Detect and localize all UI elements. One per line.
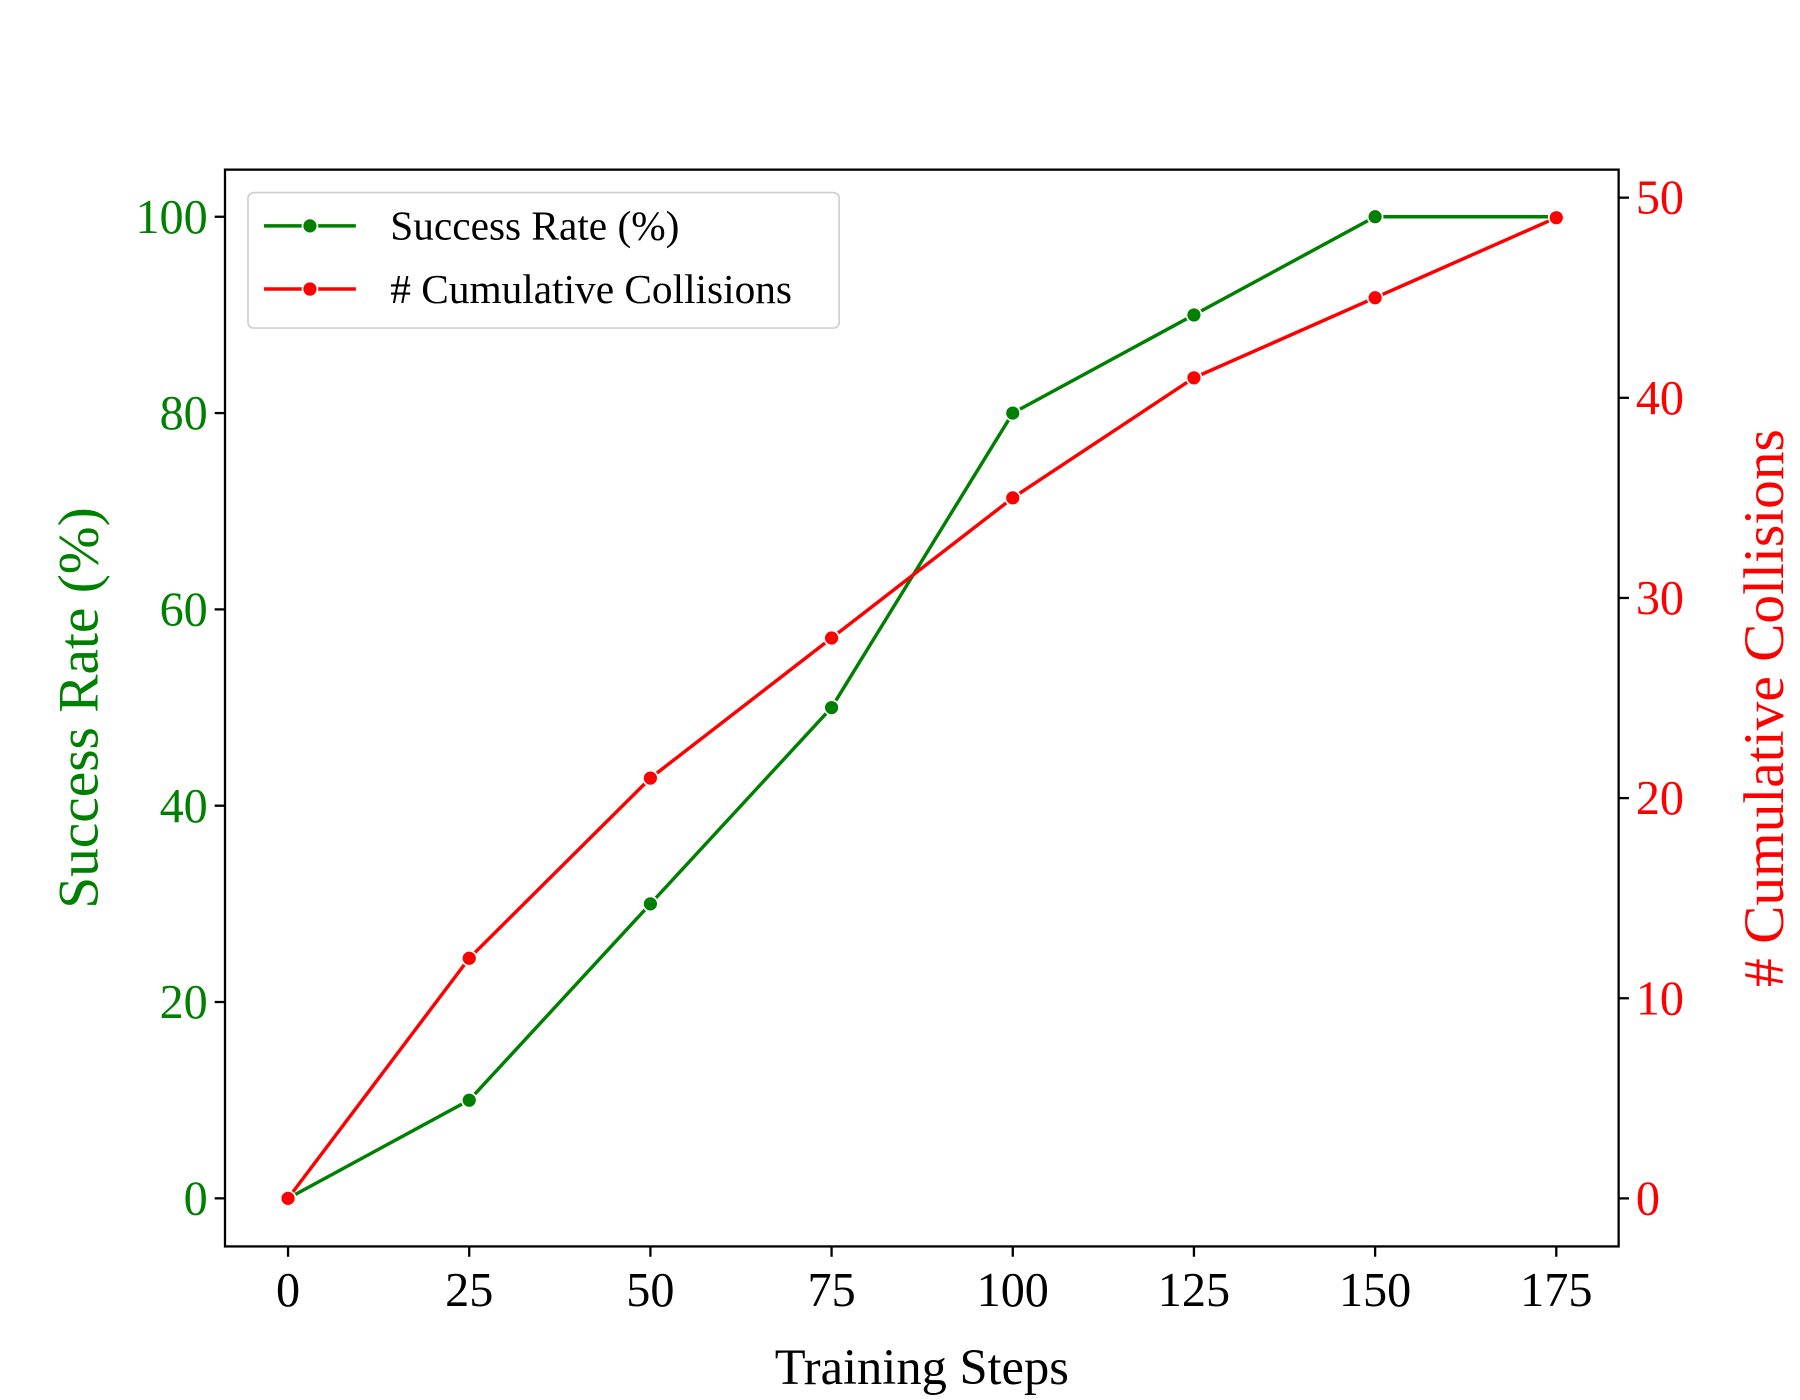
data-point bbox=[1547, 209, 1565, 227]
data-point bbox=[1004, 404, 1022, 422]
x-tick-label: 175 bbox=[1520, 1264, 1592, 1317]
data-point bbox=[642, 769, 659, 787]
y-tick-label-right: 0 bbox=[1636, 1172, 1660, 1225]
data-point bbox=[1185, 306, 1203, 324]
x-tick-label: 100 bbox=[977, 1264, 1049, 1317]
data-point bbox=[1185, 369, 1203, 387]
legend-marker bbox=[301, 280, 319, 298]
legend-label: Success Rate (%) bbox=[390, 203, 679, 250]
plot-area: 0 25 50 75 100 125 150 175 0 20 40 60 80 100 0 10 20 30 40… bbox=[135, 168, 1684, 1317]
x-axis-label: Training Steps bbox=[775, 1339, 1069, 1395]
data-point bbox=[279, 1190, 297, 1207]
x-tick-label: 75 bbox=[807, 1264, 855, 1317]
legend-label: # Cumulative Collisions bbox=[390, 266, 792, 312]
y-axis-label-right: # Cumulative Collisions bbox=[1733, 429, 1796, 987]
data-point bbox=[1004, 489, 1022, 507]
axes-frame bbox=[223, 168, 1620, 1248]
x-tick-label: 150 bbox=[1339, 1264, 1411, 1317]
data-point bbox=[1366, 208, 1384, 226]
y-tick-label-right: 50 bbox=[1636, 172, 1684, 225]
y-tick-label-left: 20 bbox=[160, 976, 208, 1029]
series-line-2 bbox=[286, 216, 1557, 1200]
y-tick-label-left: 100 bbox=[135, 191, 207, 244]
data-point bbox=[823, 699, 840, 716]
x-tick-label: 0 bbox=[276, 1264, 300, 1317]
data-point bbox=[460, 1091, 478, 1109]
y-tick-label-left: 60 bbox=[160, 583, 208, 636]
y-axis-label-left: Success Rate (%) bbox=[48, 507, 111, 908]
series-line-1 bbox=[287, 215, 1557, 1200]
y-tick-label-right: 20 bbox=[1636, 772, 1684, 825]
y-tick-label-right: 10 bbox=[1636, 972, 1684, 1025]
x-tick-label: 25 bbox=[445, 1264, 493, 1317]
y-tick-label-left: 0 bbox=[184, 1172, 208, 1225]
legend-box bbox=[247, 191, 841, 329]
x-tick-label: 125 bbox=[1158, 1264, 1230, 1317]
legend-marker bbox=[301, 217, 319, 235]
data-point bbox=[823, 629, 840, 647]
data-point bbox=[460, 949, 478, 967]
y-tick-label-left: 80 bbox=[160, 387, 208, 440]
data-point bbox=[642, 895, 659, 913]
y-tick-label-right: 40 bbox=[1636, 372, 1684, 425]
y-tick-label-right: 30 bbox=[1636, 572, 1684, 625]
x-tick-label: 50 bbox=[626, 1264, 674, 1317]
y-tick-label-left: 40 bbox=[160, 780, 208, 833]
data-point bbox=[1366, 289, 1384, 307]
